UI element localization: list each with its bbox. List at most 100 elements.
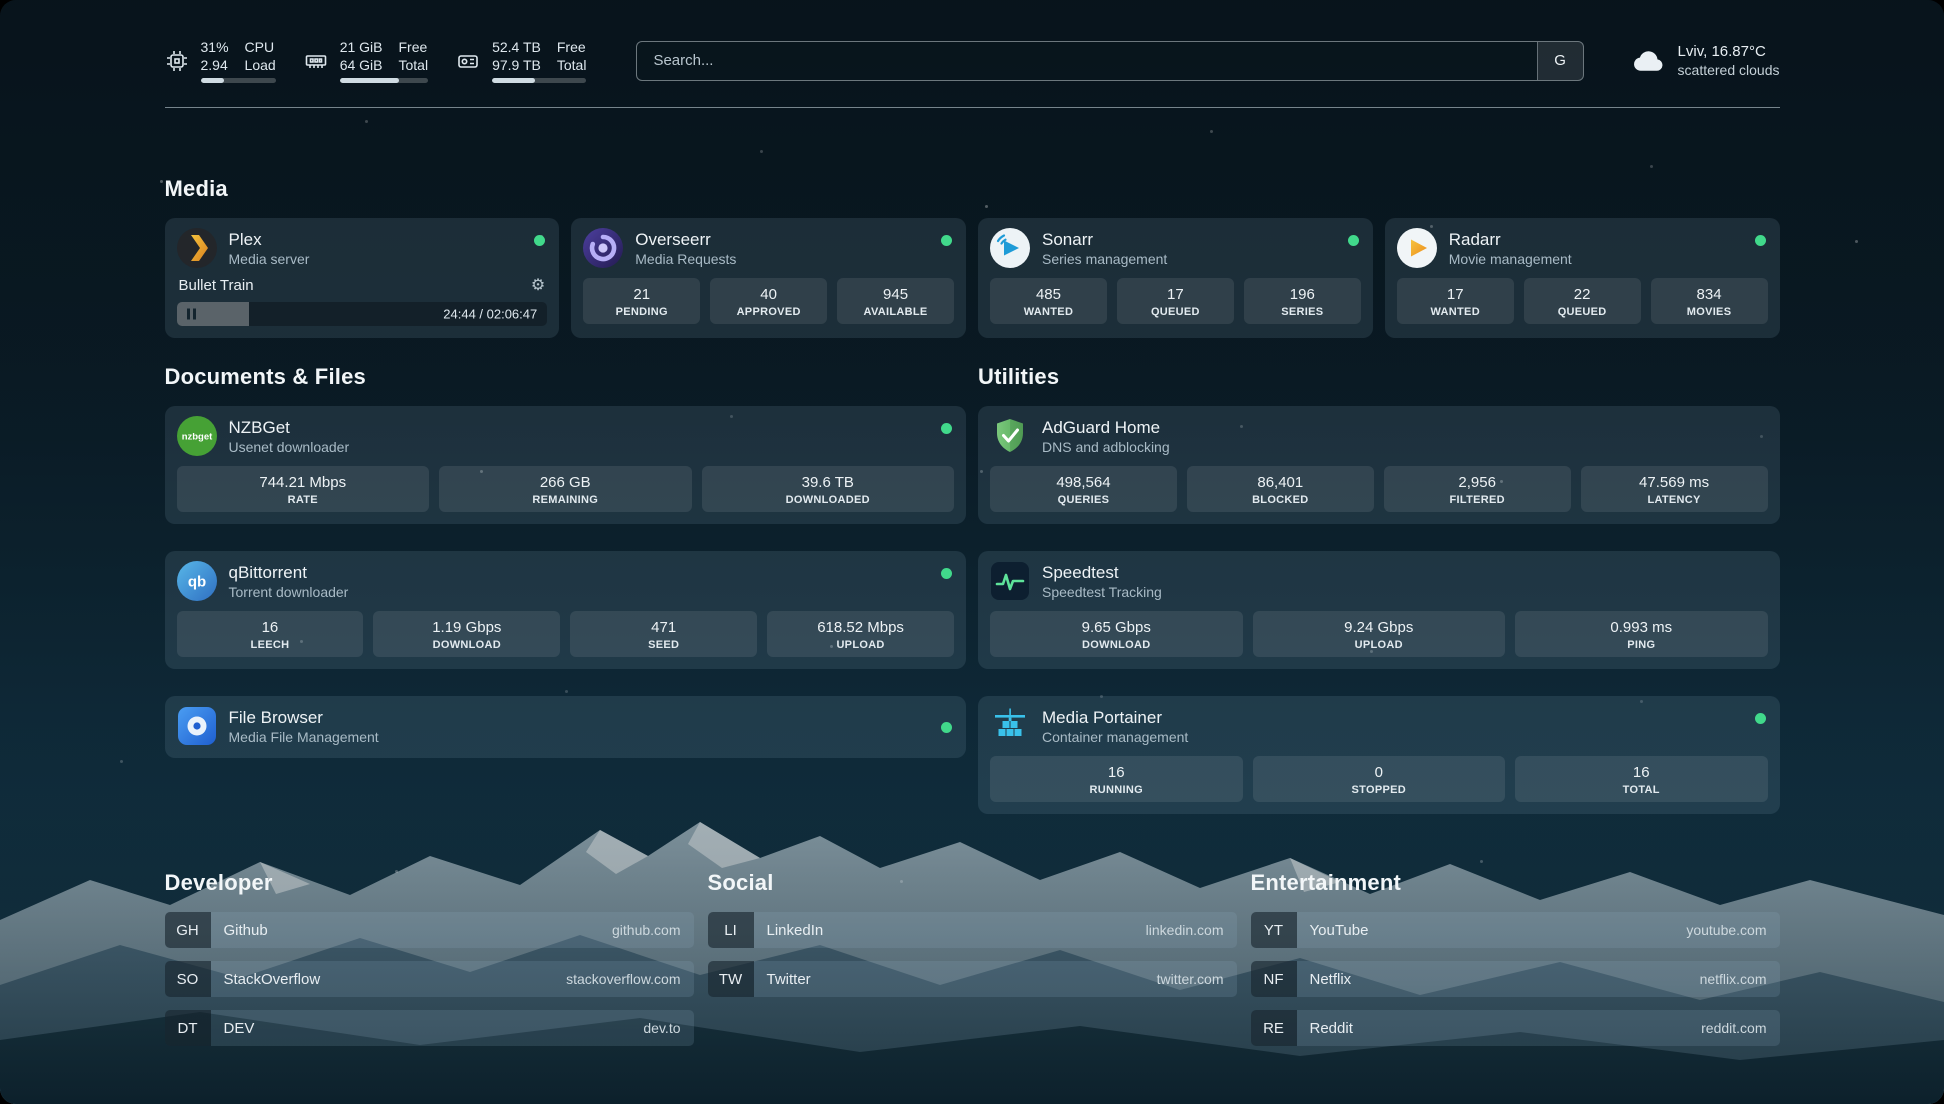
- stat-leech: 16 LEECH: [176, 611, 364, 657]
- stat-queued: 22 QUEUED: [1523, 278, 1641, 324]
- section-utilities: Utilities AdGuard Home DNS and: [978, 364, 1780, 814]
- service-name: Speedtest: [1042, 562, 1119, 582]
- radarr-card[interactable]: Radarr Movie management 17 WANTED 22 QUE…: [1384, 218, 1780, 338]
- bookmark-name: Twitter: [766, 970, 811, 988]
- speedtest-icon: [990, 561, 1030, 601]
- bookmark-abbr: RE: [1250, 1010, 1297, 1046]
- stat-movies: 834 MOVIES: [1650, 278, 1768, 324]
- portainer-card[interactable]: Media Portainer Container management 16 …: [978, 696, 1780, 814]
- stat-rate: 744.21 Mbps RATE: [176, 466, 429, 512]
- search-provider-button[interactable]: G: [1536, 41, 1583, 80]
- bookmark-linkedin[interactable]: LI LinkedIn linkedin.com: [707, 912, 1237, 948]
- stat-upload: 618.52 Mbps UPLOAD: [767, 611, 954, 657]
- search-input[interactable]: [637, 41, 1537, 80]
- bookmark-url: reddit.com: [1701, 1020, 1767, 1036]
- portainer-icon: [990, 706, 1030, 746]
- cpu-progress-bar: [200, 78, 276, 83]
- section-media: Media Plex Media server: [164, 176, 1780, 338]
- overseerr-card[interactable]: Overseerr Media Requests 21 PENDING 40 A…: [571, 218, 966, 338]
- service-subtitle: Usenet downloader: [228, 438, 350, 455]
- disk-total-label: Total: [556, 57, 587, 73]
- sonarr-card[interactable]: Sonarr Series management 485 WANTED 17 Q…: [978, 218, 1373, 338]
- playback-progress-bar[interactable]: 24:44 / 02:06:47: [176, 302, 548, 326]
- disk-free-label: Free: [556, 39, 586, 55]
- bookmark-name: YouTube: [1309, 921, 1369, 939]
- status-dot: [941, 423, 952, 434]
- status-dot: [941, 568, 952, 579]
- service-name: qBittorrent: [228, 562, 307, 582]
- bookmark-group-entertainment: Entertainment YT YouTube youtube.com NF …: [1250, 870, 1780, 1046]
- status-dot: [1754, 713, 1766, 724]
- svg-text:nzbget: nzbget: [181, 432, 212, 443]
- sonarr-icon: [990, 228, 1030, 268]
- bookmark-name: DEV: [223, 1019, 255, 1037]
- bookmark-abbr: SO: [164, 961, 211, 997]
- plex-card[interactable]: Plex Media server Bullet Train ⚙ 24:44 /…: [164, 218, 560, 338]
- bookmark-name: Reddit: [1309, 1019, 1353, 1037]
- weather-widget: Lviv, 16.87°C scattered clouds: [1630, 42, 1780, 79]
- top-bar: 31% CPU 2.94 Load: [165, 38, 1780, 83]
- bookmark-dev[interactable]: DT DEV dev.to: [164, 1010, 694, 1046]
- service-name: Radarr: [1448, 229, 1501, 249]
- memory-free-label: Free: [398, 39, 428, 55]
- service-name: Media Portainer: [1042, 707, 1163, 727]
- bookmark-name: Github: [223, 921, 268, 939]
- nzbget-icon: nzbget: [176, 416, 217, 456]
- qbittorrent-card[interactable]: qb qBittorrent Torrent downloader 16 LEE…: [164, 551, 966, 669]
- bookmark-group-developer: Developer GH Github github.com SO StackO…: [164, 870, 694, 1046]
- memory-icon: [304, 49, 328, 73]
- cpu-load-label: Load: [244, 57, 276, 73]
- stat-blocked: 86,401 BLOCKED: [1186, 466, 1374, 512]
- qbittorrent-icon: qb: [176, 561, 217, 601]
- bookmark-url: twitter.com: [1156, 971, 1224, 987]
- service-subtitle: Movie management: [1448, 250, 1572, 267]
- bookmark-name: LinkedIn: [766, 921, 824, 939]
- bookmark-abbr: NF: [1250, 961, 1297, 997]
- bookmark-youtube[interactable]: YT YouTube youtube.com: [1250, 912, 1780, 948]
- bookmark-abbr: LI: [707, 912, 754, 948]
- cpu-icon: [165, 49, 189, 73]
- stat-download: 9.65 Gbps DOWNLOAD: [990, 611, 1243, 657]
- section-title-documents: Documents & Files: [164, 364, 366, 389]
- stat-upload: 9.24 Gbps UPLOAD: [1252, 611, 1505, 657]
- stat-approved: 40 APPROVED: [710, 278, 828, 324]
- bookmark-group-social: Social LI LinkedIn linkedin.com TW Twitt…: [707, 870, 1237, 997]
- memory-widget: 21 GiB Free 64 GiB Total: [304, 38, 429, 83]
- stat-seed: 471 SEED: [570, 611, 758, 657]
- stat-remaining: 266 GB REMAINING: [439, 466, 692, 512]
- cpu-widget: 31% CPU 2.94 Load: [165, 38, 276, 83]
- bookmark-abbr: YT: [1250, 912, 1297, 948]
- overseerr-icon: [583, 228, 624, 268]
- weather-location: Lviv, 16.87°C: [1677, 43, 1766, 60]
- status-dot: [1754, 235, 1766, 246]
- bookmark-github[interactable]: GH Github github.com: [164, 912, 694, 948]
- nzbget-card[interactable]: nzbget NZBGet Usenet downloader 744.21 M…: [164, 406, 966, 524]
- speedtest-card[interactable]: Speedtest Speedtest Tracking 9.65 Gbps D…: [978, 551, 1780, 669]
- status-dot: [534, 235, 546, 246]
- adguard-card[interactable]: AdGuard Home DNS and adblocking 498,564 …: [978, 406, 1780, 524]
- service-subtitle: Torrent downloader: [228, 583, 349, 600]
- bookmark-abbr: GH: [164, 912, 211, 948]
- cpu-label: CPU: [244, 39, 275, 55]
- stat-total: 16 TOTAL: [1515, 756, 1768, 802]
- service-name: Overseerr: [635, 229, 711, 249]
- settings-icon[interactable]: ⚙: [530, 276, 546, 294]
- cloud-icon: [1630, 43, 1666, 79]
- now-playing-title: Bullet Train: [178, 277, 254, 294]
- filebrowser-card[interactable]: File Browser Media File Management: [164, 696, 966, 758]
- bookmark-stackoverflow[interactable]: SO StackOverflow stackoverflow.com: [164, 961, 694, 997]
- cpu-load-value: 2.94: [200, 57, 228, 73]
- bookmark-reddit[interactable]: RE Reddit reddit.com: [1250, 1010, 1780, 1046]
- radarr-icon: [1396, 228, 1437, 268]
- stat-filtered: 2,956 FILTERED: [1383, 466, 1571, 512]
- bookmark-twitter[interactable]: TW Twitter twitter.com: [707, 961, 1237, 997]
- stat-wanted: 485 WANTED: [990, 278, 1107, 324]
- memory-total-label: Total: [398, 57, 429, 73]
- bookmark-netflix[interactable]: NF Netflix netflix.com: [1250, 961, 1780, 997]
- bookmark-name: StackOverflow: [223, 970, 321, 988]
- filebrowser-icon: [177, 706, 217, 746]
- disk-progress-bar: [492, 78, 587, 83]
- stat-wanted: 17 WANTED: [1396, 278, 1514, 324]
